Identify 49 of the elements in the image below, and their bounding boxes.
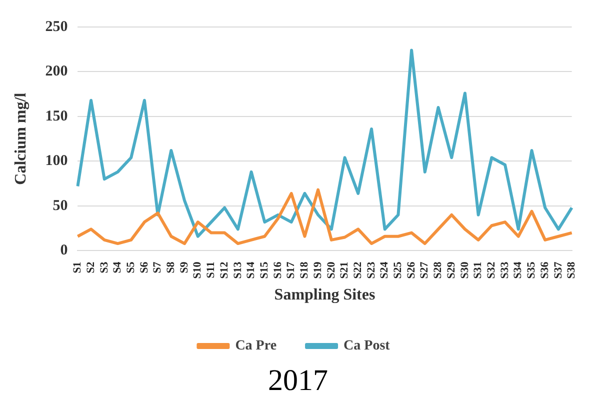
y-tick-label: 50: [52, 198, 68, 214]
x-tick-label: S7: [152, 261, 164, 274]
x-tick-label: S1: [72, 262, 84, 274]
x-tick-label: S26: [405, 261, 418, 279]
y-tick-label: 0: [60, 242, 68, 259]
x-tick-label: S16: [272, 261, 284, 279]
x-tick-label: S13: [232, 261, 244, 279]
x-tick-label: S10: [192, 261, 204, 279]
x-tick-label: S22: [352, 261, 364, 279]
x-tick-label: S25: [392, 261, 404, 279]
x-axis-title: Sampling Sites: [274, 286, 376, 304]
x-tick-label: S38: [566, 261, 578, 279]
x-tick-label: S4: [112, 261, 124, 274]
x-tick-label: S34: [512, 261, 524, 279]
y-axis-title: Calcium mg/l: [12, 92, 30, 185]
x-tick-label: S5: [124, 261, 137, 274]
y-tick-label: 100: [45, 153, 68, 170]
y-tick-label: 200: [45, 64, 68, 80]
x-tick-label: S20: [325, 261, 338, 279]
x-tick-label: S8: [165, 261, 178, 274]
x-tick-label: S19: [312, 261, 324, 279]
text: 2017: [267, 363, 329, 399]
x-tick-label: S24: [378, 261, 391, 279]
x-tick-label: S29: [445, 261, 458, 279]
x-tick-label: S23: [365, 261, 378, 279]
x-tick-label: S31: [472, 262, 484, 279]
x-tick-label: S3: [98, 261, 110, 274]
x-tick-label: S18: [298, 261, 311, 279]
x-tick-label: S27: [418, 261, 431, 279]
x-tick-label: S6: [138, 261, 150, 274]
x-tick-label: S17: [285, 261, 298, 279]
y-tick-label: 150: [45, 108, 68, 124]
x-tick-label: S30: [458, 261, 471, 279]
x-tick-label: S11: [205, 262, 218, 278]
x-tick-label: S36: [538, 261, 551, 279]
x-tick-label: S33: [498, 261, 511, 279]
x-tick-label: S37: [552, 261, 564, 279]
x-tick-label: S9: [178, 261, 190, 274]
legend-label: Ca Post: [344, 338, 390, 354]
y-tick-label: 250: [45, 18, 68, 35]
x-tick-label: S28: [432, 261, 444, 279]
x-tick-label: S15: [258, 261, 270, 279]
legend-label: Ca Pre: [235, 338, 277, 354]
x-tick-label: S2: [84, 261, 97, 274]
x-tick-label: S21: [338, 262, 351, 279]
x-tick-label: S35: [526, 261, 538, 279]
x-tick-label: S32: [486, 261, 498, 279]
x-tick-label: S12: [218, 261, 230, 279]
x-tick-label: S14: [245, 261, 258, 279]
